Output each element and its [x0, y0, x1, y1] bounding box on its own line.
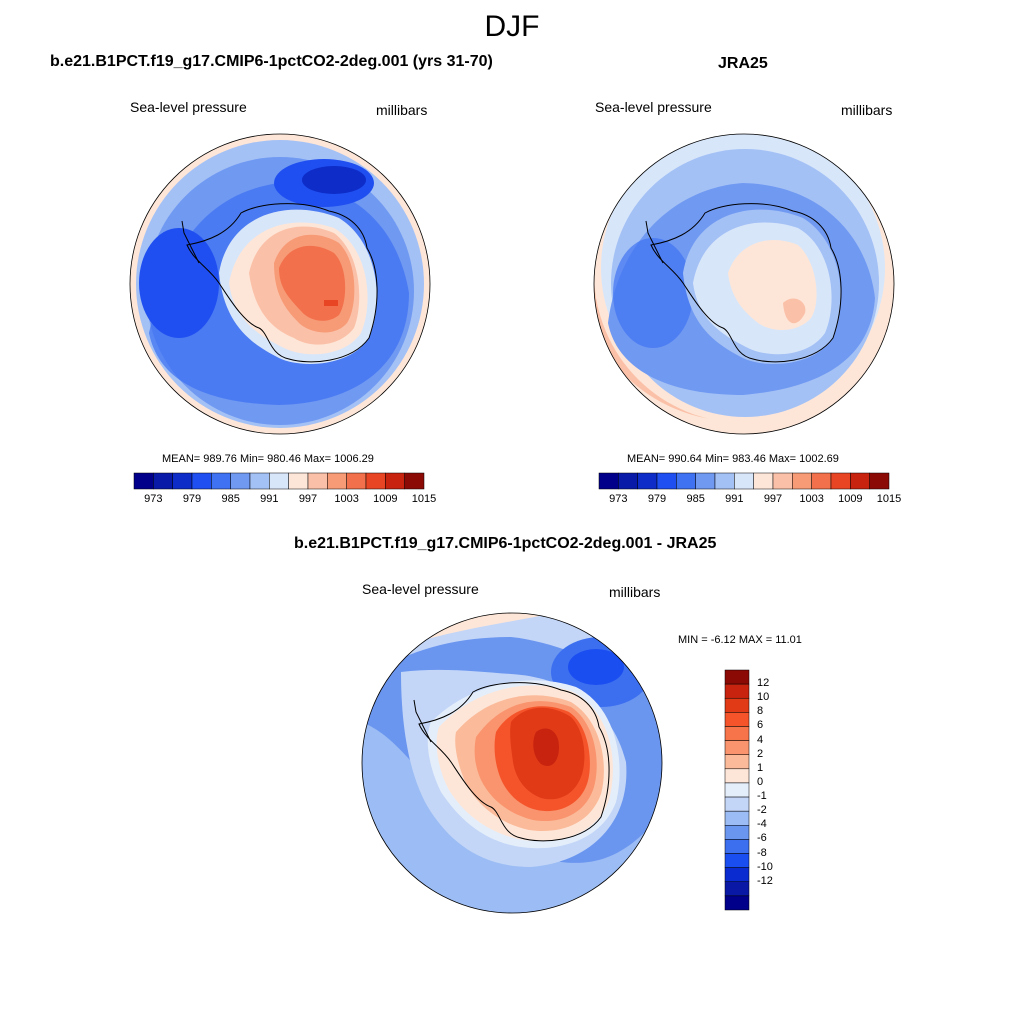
colorbar-swatch: [724, 697, 750, 713]
colorbar-swatch: [230, 472, 251, 490]
colorbar-tick-label: 991: [725, 493, 744, 505]
colorbar-swatch: [676, 472, 696, 490]
colorbar-swatch: [724, 782, 750, 798]
colorbar-swatch: [724, 683, 750, 699]
colorbar-swatch: [850, 472, 870, 490]
colorbar-swatch: [307, 472, 328, 490]
colorbar-tick-label: 979: [182, 493, 202, 505]
colorbar-swatch: [792, 472, 812, 490]
colorbar-tick-label: 1015: [411, 493, 437, 505]
colorbar-swatch: [724, 768, 750, 784]
colorbar-swatch: [724, 740, 750, 755]
colorbar-swatch: [734, 472, 754, 490]
colorbar-tick-label: 997: [298, 493, 318, 505]
colorbar-tick-label: 1: [757, 761, 764, 774]
colorbar-swatch: [249, 472, 270, 490]
panel-1-variable-label: Sea-level pressure: [130, 99, 247, 115]
colorbar-swatch: [618, 472, 638, 490]
colorbar-swatch: [695, 472, 716, 490]
panel-3-map: [361, 612, 663, 914]
colorbar-tick-label: -8: [757, 846, 767, 859]
colorbar-tick-label: 8: [757, 705, 764, 718]
colorbar-tick-label: 991: [260, 493, 279, 505]
colorbar-swatch: [598, 472, 619, 490]
colorbar-swatch: [724, 712, 750, 727]
colorbar-tick-label: -2: [757, 804, 767, 817]
colorbar-tick-label: 2: [757, 747, 764, 760]
colorbar-swatch: [385, 472, 405, 490]
colorbar-swatch: [288, 472, 309, 490]
colorbar-tick-label: 4: [757, 733, 764, 746]
panel-3-variable-label: Sea-level pressure: [362, 581, 479, 597]
colorbar-swatch: [714, 472, 735, 490]
colorbar-tick-label: 1009: [838, 493, 863, 505]
colorbar-swatch: [656, 472, 677, 490]
colorbar-swatch: [637, 472, 658, 490]
colorbar-tick-label: 985: [221, 493, 240, 505]
colorbar-swatch: [211, 472, 231, 490]
colorbar-swatch: [724, 839, 750, 854]
colorbar-tick-label: 985: [686, 493, 705, 505]
panel-3-stats: MIN = -6.12 MAX = 11.01: [678, 634, 802, 646]
colorbar-tick-label: 12: [757, 677, 770, 690]
colorbar-swatch: [724, 867, 750, 883]
page-title: DJF: [484, 10, 540, 43]
colorbar-swatch: [753, 472, 774, 490]
colorbar-tick-label: -12: [757, 874, 773, 887]
colorbar-tick-label: 1003: [334, 493, 359, 505]
colorbar-swatch: [404, 472, 425, 490]
colorbar-swatch: [811, 472, 832, 490]
colorbar-tick-label: 997: [763, 493, 783, 505]
panel-2-units-label: millibars: [841, 102, 893, 118]
colorbar-swatch: [724, 810, 750, 826]
colorbar-tick-label: 973: [144, 493, 163, 505]
panel-3-units-label: millibars: [609, 584, 661, 600]
colorbar-tick-label: 1009: [373, 493, 398, 505]
colorbar-swatch: [365, 472, 386, 490]
panel-2-colorbar: [598, 472, 890, 490]
panel-1-colorbar: [133, 472, 425, 490]
colorbar-tick-label: -4: [757, 818, 767, 831]
panel-2-variable-label: Sea-level pressure: [595, 99, 712, 115]
panel-3-title: b.e21.B1PCT.f19_g17.CMIP6-1pctCO2-2deg.0…: [294, 535, 717, 552]
colorbar-swatch: [269, 472, 289, 490]
colorbar-swatch: [724, 895, 750, 911]
colorbar-swatch: [724, 825, 750, 840]
colorbar-swatch: [724, 853, 750, 868]
panel-2-map: [593, 133, 895, 435]
colorbar-tick-label: 6: [757, 719, 764, 732]
colorbar-tick-label: -1: [757, 790, 767, 803]
panel-1-map: [129, 133, 431, 435]
colorbar-swatch: [133, 472, 154, 490]
panel-3-colorbar: [724, 669, 750, 911]
colorbar-swatch: [172, 472, 193, 490]
colorbar-tick-label: 973: [609, 493, 628, 505]
colorbar-swatch: [869, 472, 890, 490]
panel-1-stats: MEAN= 989.76 Min= 980.46 Max= 1006.29: [162, 453, 374, 465]
colorbar-swatch: [724, 881, 750, 897]
colorbar-swatch: [724, 669, 750, 685]
colorbar-swatch: [346, 472, 367, 490]
panel-2-stats: MEAN= 990.64 Min= 983.46 Max= 1002.69: [627, 453, 839, 465]
colorbar-swatch: [772, 472, 793, 490]
colorbar-tick-label: 979: [647, 493, 667, 505]
colorbar-tick-label: 1003: [799, 493, 824, 505]
colorbar-swatch: [153, 472, 173, 490]
colorbar-swatch: [830, 472, 851, 490]
colorbar-tick-label: 0: [757, 775, 764, 788]
colorbar-swatch: [327, 472, 347, 490]
panel-1-units-label: millibars: [376, 102, 428, 118]
colorbar-swatch: [724, 796, 750, 812]
colorbar-swatch: [724, 754, 750, 770]
colorbar-tick-label: 10: [757, 691, 770, 704]
panel-1-title: b.e21.B1PCT.f19_g17.CMIP6-1pctCO2-2deg.0…: [50, 53, 493, 70]
colorbar-tick-label: 1015: [876, 493, 902, 505]
colorbar-swatch: [724, 726, 750, 741]
colorbar-tick-label: -6: [757, 832, 767, 845]
colorbar-swatch: [191, 472, 212, 490]
colorbar-tick-label: -10: [757, 860, 773, 873]
panel-2-title: JRA25: [718, 55, 768, 72]
